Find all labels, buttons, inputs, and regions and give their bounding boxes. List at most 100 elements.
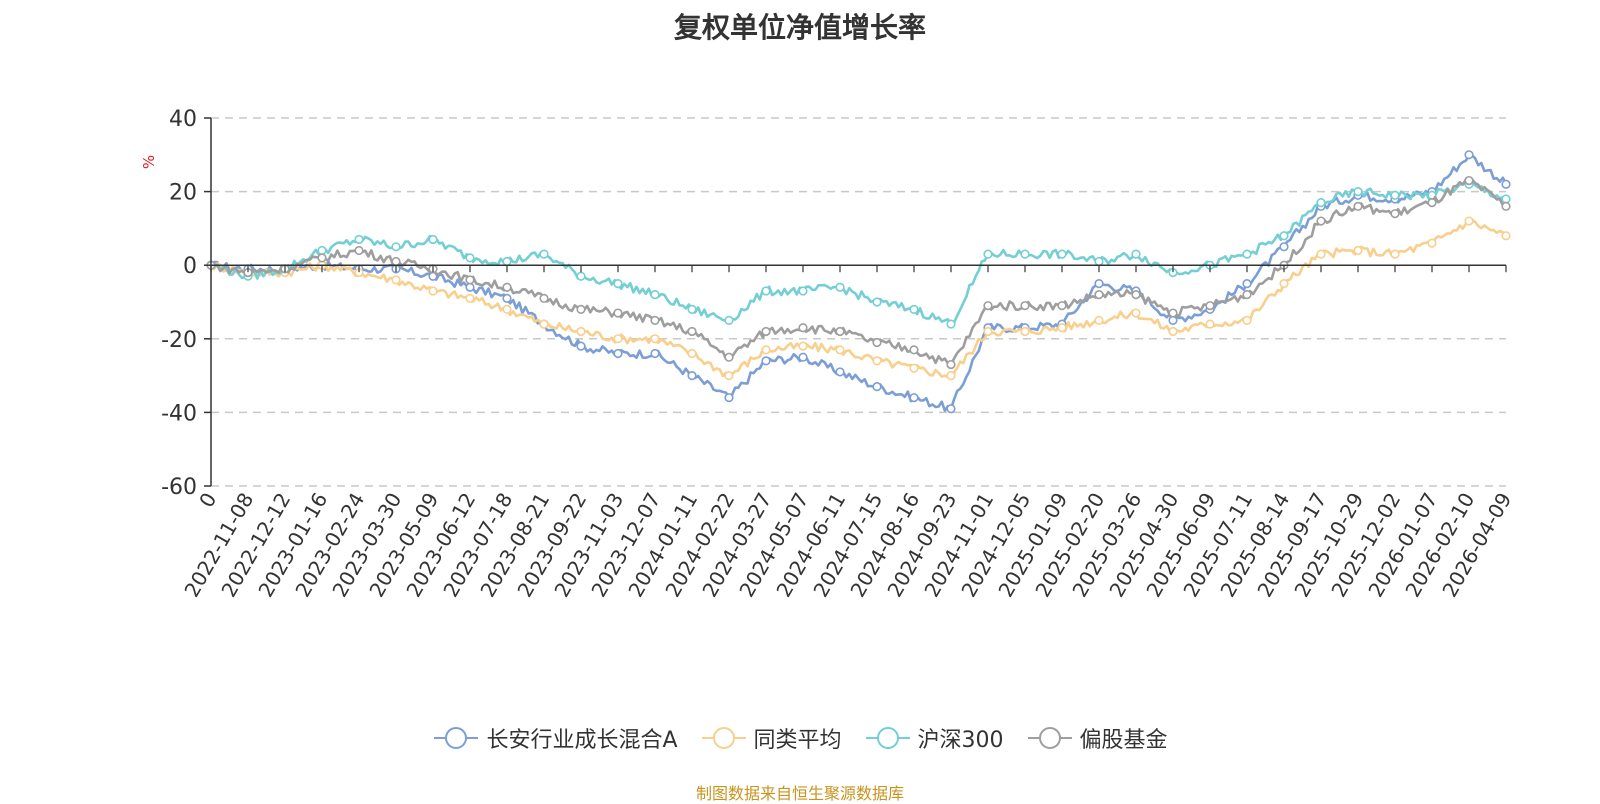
data-point[interactable]: [1501, 231, 1511, 241]
data-point[interactable]: [1464, 216, 1474, 226]
legend-item[interactable]: 同类平均: [700, 722, 842, 754]
data-point[interactable]: [1020, 249, 1030, 259]
data-point[interactable]: [909, 393, 919, 403]
data-point[interactable]: [946, 359, 956, 370]
data-point[interactable]: [613, 348, 623, 359]
data-point[interactable]: [724, 371, 734, 381]
data-point[interactable]: [317, 245, 327, 256]
data-point[interactable]: [724, 352, 734, 362]
data-point[interactable]: [835, 326, 845, 337]
data-point[interactable]: [946, 371, 956, 381]
data-point[interactable]: [1464, 150, 1474, 160]
data-point[interactable]: [539, 293, 549, 303]
data-point[interactable]: [687, 304, 697, 314]
data-point[interactable]: [1131, 290, 1141, 300]
data-point[interactable]: [909, 363, 919, 373]
data-point[interactable]: [1501, 179, 1511, 189]
data-point[interactable]: [724, 393, 734, 403]
data-point[interactable]: [798, 323, 808, 333]
data-point[interactable]: [613, 334, 623, 344]
data-point[interactable]: [1057, 249, 1067, 259]
data-point[interactable]: [872, 337, 882, 348]
data-point[interactable]: [687, 348, 697, 359]
data-point[interactable]: [798, 286, 808, 296]
data-point[interactable]: [1390, 249, 1400, 259]
data-point[interactable]: [502, 256, 512, 267]
data-point[interactable]: [1390, 209, 1400, 219]
data-point[interactable]: [391, 256, 401, 267]
data-point[interactable]: [1279, 242, 1289, 252]
data-point[interactable]: [1316, 249, 1326, 259]
data-point[interactable]: [502, 293, 512, 303]
data-point[interactable]: [909, 304, 919, 314]
data-point[interactable]: [502, 282, 512, 292]
data-point[interactable]: [1501, 194, 1511, 204]
data-point[interactable]: [391, 242, 401, 252]
data-point[interactable]: [1279, 279, 1289, 289]
data-point[interactable]: [1242, 279, 1252, 289]
data-point[interactable]: [354, 245, 364, 256]
data-point[interactable]: [1205, 301, 1215, 311]
legend-item[interactable]: 长安行业成长混合A: [432, 722, 678, 754]
data-point[interactable]: [872, 356, 882, 366]
data-point[interactable]: [1205, 319, 1215, 329]
data-point[interactable]: [1168, 308, 1178, 318]
data-point[interactable]: [1131, 308, 1141, 318]
data-point[interactable]: [1168, 315, 1178, 326]
data-point[interactable]: [872, 297, 882, 307]
data-point[interactable]: [613, 279, 623, 289]
data-point[interactable]: [983, 326, 993, 337]
data-point[interactable]: [687, 326, 697, 337]
data-point[interactable]: [798, 341, 808, 351]
data-point[interactable]: [465, 293, 475, 303]
data-point[interactable]: [1057, 323, 1067, 333]
data-point[interactable]: [576, 326, 586, 337]
data-point[interactable]: [761, 326, 771, 337]
data-point[interactable]: [1094, 279, 1104, 289]
data-point[interactable]: [835, 282, 845, 292]
data-point[interactable]: [1353, 245, 1363, 256]
data-point[interactable]: [650, 348, 660, 359]
data-point[interactable]: [1242, 290, 1252, 300]
data-point[interactable]: [613, 308, 623, 318]
data-point[interactable]: [650, 315, 660, 326]
data-point[interactable]: [650, 290, 660, 300]
data-point[interactable]: [909, 345, 919, 355]
data-point[interactable]: [1242, 249, 1252, 259]
data-point[interactable]: [835, 367, 845, 377]
data-point[interactable]: [1131, 249, 1141, 259]
data-point[interactable]: [576, 304, 586, 314]
data-point[interactable]: [502, 304, 512, 314]
data-point[interactable]: [687, 371, 697, 381]
data-point[interactable]: [1316, 216, 1326, 226]
data-point[interactable]: [724, 315, 734, 326]
data-point[interactable]: [465, 282, 475, 292]
data-point[interactable]: [465, 275, 475, 285]
data-point[interactable]: [576, 341, 586, 351]
data-point[interactable]: [391, 275, 401, 285]
data-point[interactable]: [465, 253, 475, 263]
data-point[interactable]: [946, 404, 956, 414]
data-point[interactable]: [1501, 201, 1511, 211]
data-point[interactable]: [1427, 198, 1437, 208]
data-point[interactable]: [1464, 175, 1474, 186]
data-point[interactable]: [1353, 187, 1363, 197]
data-point[interactable]: [1316, 198, 1326, 208]
data-point[interactable]: [428, 234, 438, 245]
data-point[interactable]: [1168, 326, 1178, 337]
data-point[interactable]: [761, 345, 771, 355]
data-point[interactable]: [946, 319, 956, 329]
data-point[interactable]: [761, 356, 771, 366]
data-point[interactable]: [1242, 315, 1252, 326]
data-point[interactable]: [428, 286, 438, 296]
legend-item[interactable]: 偏股基金: [1026, 722, 1168, 754]
data-point[interactable]: [1094, 315, 1104, 326]
data-point[interactable]: [983, 301, 993, 311]
data-point[interactable]: [835, 345, 845, 355]
data-point[interactable]: [1094, 256, 1104, 267]
data-point[interactable]: [872, 382, 882, 392]
data-point[interactable]: [1020, 326, 1030, 337]
data-point[interactable]: [354, 234, 364, 245]
data-point[interactable]: [539, 249, 549, 259]
data-point[interactable]: [1427, 238, 1437, 248]
